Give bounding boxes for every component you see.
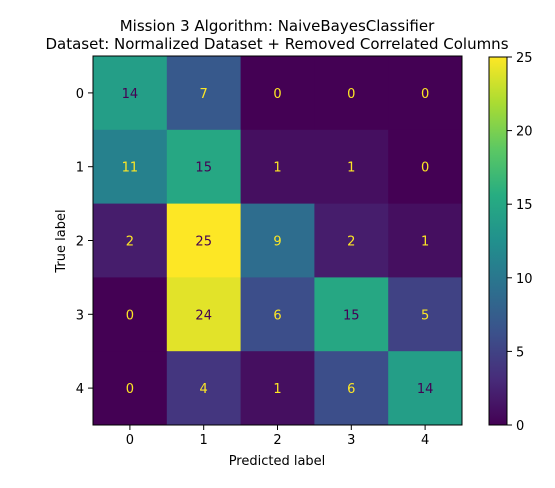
- cell-value-label: 1: [273, 382, 281, 397]
- heatmap-cell: [388, 129, 463, 205]
- cell-value-label: 7: [200, 87, 208, 102]
- heatmap-cell: [93, 277, 168, 352]
- cell-value-label: 25: [195, 235, 212, 250]
- heatmap-cell: [240, 56, 315, 131]
- y-axis-label: True label: [54, 209, 69, 273]
- x-tick-label: 3: [347, 433, 355, 448]
- heatmap-cell: [93, 203, 168, 278]
- y-tick-label: 3: [76, 308, 84, 323]
- cell-value-label: 6: [273, 308, 281, 323]
- heatmap-cell: [388, 351, 463, 426]
- y-tick-label: 1: [76, 161, 84, 176]
- cell-value-label: 11: [122, 161, 139, 176]
- y-axis-ticks: 0 1 2 3 4: [76, 87, 93, 397]
- heatmap-cell: [166, 203, 242, 278]
- cell-value-label: 15: [343, 308, 360, 323]
- y-tick-label: 4: [76, 382, 84, 397]
- cell-value-label: 5: [421, 308, 429, 323]
- cell-value-label: 1: [347, 161, 355, 176]
- cell-value-label: 4: [200, 382, 208, 397]
- chart-title: Mission 3 Algorithm: NaiveBayesClassifie…: [120, 17, 435, 35]
- heatmap-cell: [314, 56, 389, 131]
- heatmap-cell: [388, 277, 463, 352]
- chart-subtitle: Dataset: Normalized Dataset + Removed Co…: [45, 35, 508, 53]
- heatmap-cell: [240, 203, 315, 278]
- cell-value-label: 0: [421, 161, 429, 176]
- heatmap-cells: [93, 56, 463, 426]
- y-tick-label: 2: [76, 235, 84, 250]
- cell-value-label: 0: [347, 87, 355, 102]
- cell-value-label: 15: [195, 161, 212, 176]
- cell-value-label: 1: [273, 161, 281, 176]
- colorbar-ticks: 0 5 10 15 20 25: [507, 51, 533, 434]
- heatmap-cell: [240, 277, 315, 352]
- x-tick-label: 4: [421, 433, 429, 448]
- cell-value-label: 2: [347, 235, 355, 250]
- heatmap-cell: [388, 203, 463, 278]
- heatmap-cell: [388, 56, 463, 131]
- cell-value-label: 0: [126, 382, 134, 397]
- heatmap-cell: [166, 129, 242, 205]
- colorbar: [488, 56, 508, 426]
- colorbar-tick-label: 20: [516, 125, 533, 140]
- heatmap-cell: [314, 203, 389, 278]
- x-tick-label: 1: [200, 433, 208, 448]
- cell-value-label: 1: [421, 235, 429, 250]
- x-axis-ticks: 0 1 2 3 4: [126, 425, 429, 448]
- colorbar-tick-label: 0: [516, 419, 524, 434]
- cell-value-label: 14: [417, 382, 434, 397]
- colorbar-tick-label: 15: [516, 198, 533, 213]
- cell-value-label: 6: [347, 382, 355, 397]
- x-tick-label: 2: [273, 433, 281, 448]
- heatmap-cell: [166, 56, 242, 131]
- cell-value-label: 0: [421, 87, 429, 102]
- heatmap-cell: [166, 351, 242, 426]
- heatmap-cell: [314, 351, 389, 426]
- cell-value-label: 0: [273, 87, 281, 102]
- cell-value-label: 14: [122, 87, 139, 102]
- x-tick-label: 0: [126, 433, 134, 448]
- cell-value-label: 2: [126, 235, 134, 250]
- heatmap-cell: [93, 129, 168, 205]
- heatmap-cell: [166, 277, 242, 352]
- heatmap-cell: [93, 56, 168, 131]
- heatmap-cell-labels: 14 7 0 0 011 15 1 1 02 25 9 2 10 24 6 15 50 4 1 6 14: [122, 87, 434, 397]
- heatmap-cell: [314, 277, 389, 352]
- heatmap-cell: [240, 129, 315, 205]
- colorbar-tick-label: 25: [516, 51, 533, 66]
- colorbar-tick-label: 10: [516, 272, 533, 287]
- cell-value-label: 9: [273, 235, 281, 250]
- cell-value-label: 0: [126, 308, 134, 323]
- cell-value-label: 24: [195, 308, 212, 323]
- x-axis-label: Predicted label: [229, 454, 326, 469]
- colorbar-tick-label: 5: [516, 345, 524, 360]
- heatmap-cell: [240, 351, 315, 426]
- y-tick-label: 0: [76, 87, 84, 102]
- heatmap-cell: [314, 129, 389, 205]
- heatmap-cell: [93, 351, 168, 426]
